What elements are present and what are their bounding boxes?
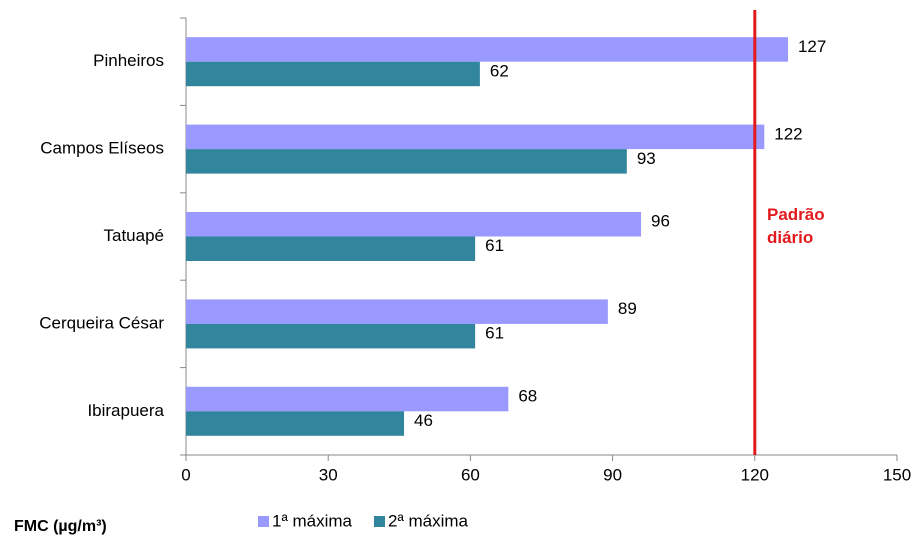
x-tick-label: 0 [181, 465, 190, 484]
x-tick-label: 120 [741, 465, 769, 484]
value-label: 93 [637, 149, 656, 168]
x-axis-label: FMC (µg/m³) [14, 518, 107, 535]
value-label: 122 [774, 124, 802, 143]
bar [186, 37, 788, 62]
legend-swatch [258, 516, 269, 527]
bar [186, 299, 608, 324]
y-tick-label: Campos Elíseos [40, 139, 164, 158]
bar [186, 386, 509, 412]
x-tick-label: 60 [461, 465, 480, 484]
value-label: 96 [651, 212, 670, 231]
bar [186, 236, 476, 261]
x-tick-label: 90 [603, 465, 622, 484]
value-label: 68 [518, 387, 537, 406]
bar [186, 124, 765, 150]
reference-label: Padrão diário [767, 205, 825, 247]
bar [186, 411, 405, 436]
value-label: 62 [490, 61, 509, 80]
legend-swatch [373, 516, 385, 527]
value-label: 89 [618, 299, 637, 318]
value-label: 61 [485, 324, 504, 343]
legend-label: 1ª máxima [272, 511, 353, 530]
value-label: 61 [485, 236, 504, 255]
value-label: 127 [798, 37, 826, 56]
y-tick-label: Pinheiros [93, 51, 164, 70]
bar [186, 61, 480, 87]
y-tick-label: Ibirapuera [87, 401, 164, 420]
x-tick-label: 30 [319, 465, 338, 484]
y-tick-label: Cerqueira César [39, 313, 164, 332]
value-label: 46 [414, 411, 433, 430]
legend-label: 2ª máxima [388, 511, 469, 530]
bar [186, 212, 642, 237]
bar [186, 149, 627, 174]
x-tick-label: 150 [883, 465, 911, 484]
y-tick-label: Tatuapé [104, 226, 165, 245]
bar [186, 323, 476, 349]
